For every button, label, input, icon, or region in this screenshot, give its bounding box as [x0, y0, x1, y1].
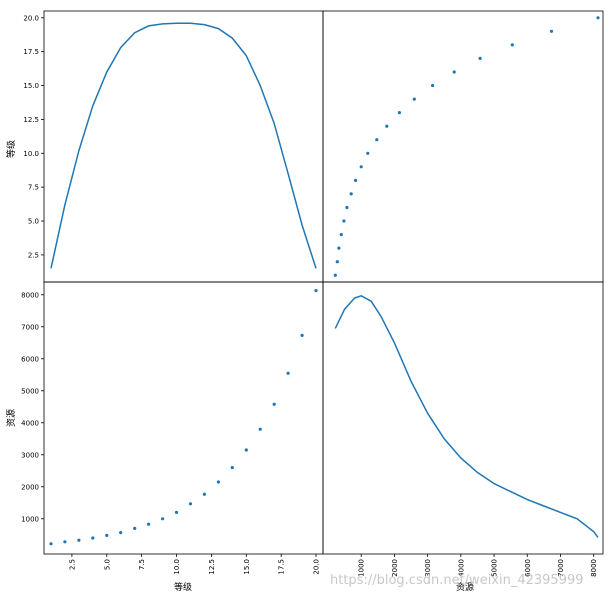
scatter-point-top-right	[412, 97, 416, 101]
x-tick-label-level: 12.5	[208, 559, 216, 575]
y-axis-label-bottom: 资源	[6, 409, 17, 427]
y-axis-label-top: 等级	[5, 140, 17, 158]
scatter-point-top-right	[339, 233, 343, 237]
y-tick-label-resource: 4000	[21, 419, 39, 427]
scatter-point-top-right	[366, 151, 370, 155]
scatter-point-top-right	[397, 111, 401, 115]
scatter-point-bottom-left	[133, 526, 137, 531]
x-tick-label-level: 5.0	[103, 559, 111, 570]
scatter-point-bottom-left	[63, 540, 67, 544]
x-axis-label-left: 等级	[174, 581, 192, 593]
x-tick-label-resource: 7000	[557, 559, 565, 577]
x-tick-label-resource: 2000	[391, 559, 399, 577]
x-tick-label-resource: 1000	[358, 559, 366, 577]
y-tick-label-level: 20.0	[23, 14, 39, 22]
y-tick-label-resource: 2000	[21, 483, 39, 491]
scatter-point-bottom-left	[230, 466, 234, 470]
scatter-point-top-right	[510, 43, 514, 47]
scatter-point-top-right	[349, 192, 353, 196]
y-tick-label-level: 2.5	[28, 251, 39, 259]
scatter-point-bottom-left	[161, 517, 165, 521]
scatter-point-bottom-left	[272, 402, 276, 406]
x-tick-label-resource: 4000	[457, 559, 465, 577]
scatter-point-top-right	[345, 205, 349, 210]
scatter-point-top-right	[431, 83, 435, 88]
scatter-point-top-right	[354, 178, 358, 182]
scatter-point-bottom-left	[119, 531, 123, 535]
scatter-point-bottom-left	[174, 510, 179, 514]
x-tick-label-resource: 6000	[524, 559, 532, 577]
y-tick-label-resource: 8000	[21, 291, 39, 299]
scatter-point-bottom-left	[286, 371, 290, 375]
panel-layer: 2.5 5.0 7.5 10.0 12.5 15.0 17.5 20.0 1000 2000 300…	[21, 10, 604, 577]
scatter-point-bottom-left	[314, 289, 318, 293]
scatter-point-top-right	[375, 138, 379, 142]
y-tick-label-level: 5.0	[28, 218, 39, 226]
x-tick-label-resource: 8000	[590, 559, 598, 577]
scatter-point-bottom-left	[105, 533, 109, 538]
scatter-point-top-right	[478, 56, 482, 61]
scatter-point-bottom-left	[244, 448, 248, 452]
y-tick-label-level: 17.5	[23, 48, 39, 56]
scatter-point-bottom-left	[77, 538, 81, 542]
scatter-point-top-right	[337, 246, 341, 250]
panel-frame-bottom-left	[43, 281, 324, 555]
scatter-point-bottom-left	[188, 502, 193, 506]
x-tick-label-resource: 5000	[491, 559, 499, 577]
y-tick-label-resource: 6000	[21, 355, 39, 363]
scatter-point-bottom-left	[258, 427, 262, 431]
kde-curve-level	[50, 22, 317, 269]
scatter-point-top-right	[596, 16, 600, 20]
y-tick-label-level: 10.0	[23, 150, 39, 158]
y-tick-label-level: 7.5	[28, 184, 39, 192]
scatter-point-bottom-left	[300, 333, 304, 337]
scatter-point-top-right	[549, 29, 554, 33]
x-tick-label-level: 10.0	[173, 559, 181, 575]
x-tick-label-level: 2.5	[68, 559, 76, 570]
scatter-point-bottom-left	[216, 480, 220, 484]
y-tick-label-resource: 5000	[21, 387, 39, 395]
x-tick-label-level: 15.0	[243, 559, 251, 575]
x-tick-label-level: 7.5	[138, 559, 146, 570]
scatter-point-top-right	[342, 219, 346, 223]
scatter-point-bottom-left	[91, 536, 95, 540]
scatter-point-bottom-left	[49, 542, 53, 546]
y-tick-label-level: 15.0	[23, 82, 39, 90]
scatter-point-top-right	[335, 260, 339, 264]
scatter-point-bottom-left	[147, 522, 151, 526]
kde-curve-resource	[334, 294, 599, 538]
scatter-point-top-right	[359, 165, 363, 169]
x-tick-label-level: 20.0	[313, 559, 321, 575]
scatter-point-top-right	[385, 124, 389, 128]
y-tick-label-resource: 1000	[21, 515, 39, 523]
scatter-point-top-right	[333, 273, 337, 277]
x-axis-label-right: 资源	[456, 582, 474, 593]
y-tick-label-resource: 3000	[21, 451, 39, 459]
x-tick-label-level: 17.5	[278, 559, 286, 575]
scatter-point-bottom-left	[202, 492, 206, 496]
panel-frame-bottom-right	[322, 281, 604, 555]
scatter-point-top-right	[452, 70, 456, 74]
y-tick-label-level: 12.5	[23, 116, 39, 124]
watermark: https://blog.csdn.net/weixin_42395999	[330, 573, 584, 588]
y-tick-label-resource: 7000	[21, 323, 39, 331]
x-tick-label-resource: 3000	[424, 559, 432, 577]
panel-frame-top-right	[322, 10, 604, 283]
